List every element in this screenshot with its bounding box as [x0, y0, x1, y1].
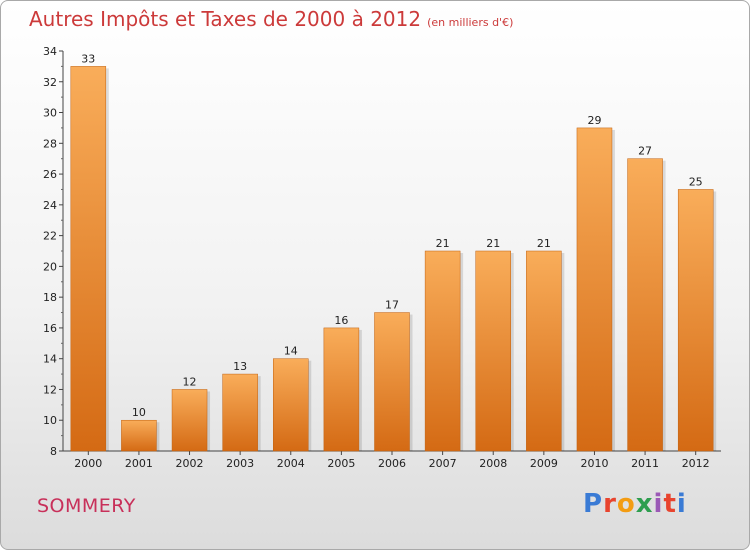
x-tick-label-2002: 2002: [176, 457, 204, 470]
data-label-2011: 27: [638, 145, 652, 158]
data-label-2005: 16: [334, 314, 348, 327]
x-tick-label-2011: 2011: [631, 457, 659, 470]
y-tick-label: 28: [43, 137, 57, 150]
y-tick-label: 10: [43, 414, 57, 427]
bar-2008: [475, 250, 511, 452]
x-tick-label-2008: 2008: [479, 457, 507, 470]
data-label-2008: 21: [486, 237, 500, 250]
y-tick-label: 20: [43, 260, 57, 273]
data-label-2010: 29: [587, 114, 601, 127]
data-label-2009: 21: [537, 237, 551, 250]
logo-letter: P: [583, 489, 604, 519]
y-tick-label: 18: [43, 291, 57, 304]
y-tick-label: 34: [43, 45, 57, 58]
chart-title: Autres Impôts et Taxes de 2000 à 2012: [29, 7, 422, 31]
x-tick-label-2006: 2006: [378, 457, 406, 470]
bar-2011: [627, 158, 663, 452]
data-label-2000: 33: [81, 52, 95, 65]
logo-letter: o: [616, 489, 636, 519]
y-tick-label: 22: [43, 230, 57, 243]
logo-letter: i: [653, 489, 664, 519]
data-label-2006: 17: [385, 299, 399, 312]
proxiti-logo: Proxiti: [583, 489, 687, 519]
bar-2005: [323, 327, 360, 452]
logo-letter: r: [603, 489, 617, 519]
y-tick-label: 12: [43, 383, 57, 396]
x-tick-label-2000: 2000: [74, 457, 102, 470]
data-label-2012: 25: [689, 175, 703, 188]
bar-2001: [121, 419, 157, 452]
bar-2003: [222, 373, 258, 452]
bar-2006: [374, 312, 410, 452]
x-tick-label-2001: 2001: [125, 457, 153, 470]
chart-title-block: Autres Impôts et Taxes de 2000 à 2012 (en…: [29, 7, 513, 31]
bar-2002: [171, 389, 208, 452]
chart-unit: (en milliers d'€): [427, 16, 514, 29]
y-tick-label: 8: [50, 445, 57, 458]
y-tick-label: 16: [43, 322, 57, 335]
bar-2010: [576, 127, 613, 452]
x-tick-label-2004: 2004: [277, 457, 305, 470]
data-label-2004: 14: [284, 345, 298, 358]
y-tick-label: 30: [43, 107, 57, 120]
x-tick-label-2012: 2012: [682, 457, 710, 470]
data-label-2002: 12: [183, 375, 197, 388]
bar-2009: [526, 250, 562, 452]
data-label-2007: 21: [436, 237, 450, 250]
x-tick-label-2010: 2010: [580, 457, 608, 470]
bar-2007: [424, 250, 461, 452]
bar-2004: [273, 358, 309, 452]
data-label-2001: 10: [132, 406, 146, 419]
x-tick-label-2007: 2007: [429, 457, 457, 470]
bar-2012: [677, 189, 714, 452]
logo-letter: x: [635, 489, 654, 519]
logo-letter: i: [676, 489, 687, 519]
logo-letter: t: [663, 489, 677, 519]
y-tick-label: 26: [43, 168, 57, 181]
y-tick-label: 32: [43, 76, 57, 89]
x-tick-label-2009: 2009: [530, 457, 558, 470]
city-name: SOMMERY: [37, 495, 136, 517]
x-tick-label-2005: 2005: [327, 457, 355, 470]
data-label-2003: 13: [233, 360, 247, 373]
x-tick-label-2003: 2003: [226, 457, 254, 470]
y-tick-label: 24: [43, 199, 57, 212]
bar-2000: [70, 66, 107, 452]
y-tick-label: 14: [43, 353, 57, 366]
